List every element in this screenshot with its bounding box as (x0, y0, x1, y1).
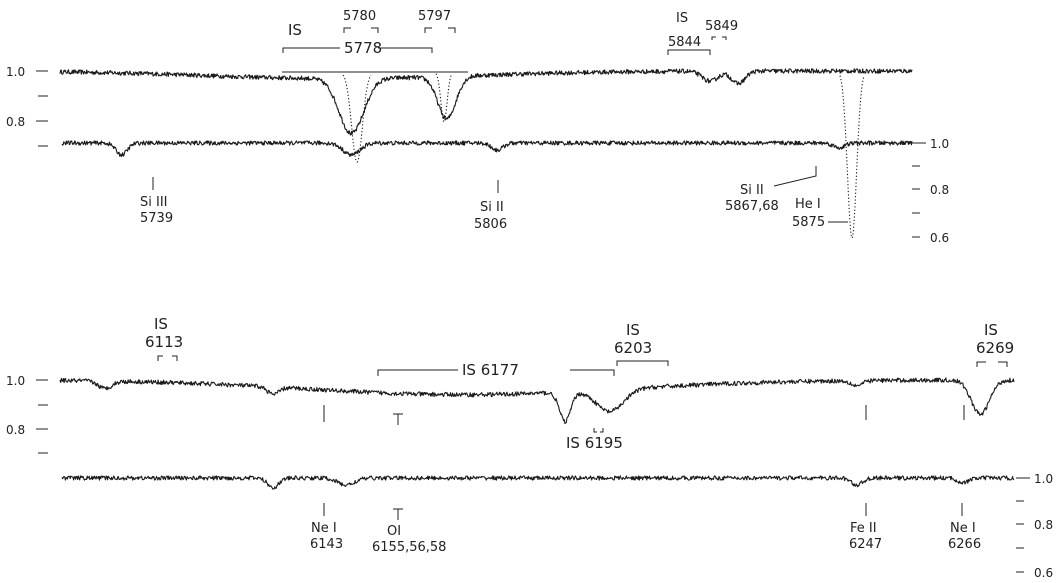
p1-5797-bracket: 5797 (418, 9, 456, 33)
panel-2-right-axis: 1.0 0.8 0.6 (1016, 472, 1053, 580)
panel-2: 1.0 0.8 1.0 0.8 0.6 IS 6113 (6, 315, 1053, 580)
p2-nei-6266-wavelength: 6266 (948, 537, 981, 552)
p2-feii-wavelength: 6247 (849, 537, 882, 552)
p1-left-tick-0.8: 0.8 (6, 115, 25, 129)
p2-upper-spectrum-trace (59, 377, 1015, 425)
p1-right-tick-0.6: 0.6 (930, 231, 949, 245)
p2-nei-6143-wavelength: 6143 (310, 537, 343, 552)
p1-5797-dotted-profile (435, 73, 453, 123)
p2-nei-6143-name: Ne I (311, 521, 337, 536)
p1-label-is-left: IS (288, 21, 302, 39)
panel-1: 1.0 0.8 1.0 0.8 0.6 (6, 9, 949, 245)
p2-oi-marker (393, 508, 403, 520)
p1-5844-bracket (667, 49, 711, 55)
p2-is6113-name: IS (154, 315, 168, 333)
p1-left-tick-1.0: 1.0 (6, 65, 25, 79)
p2-nei-6266-name: Ne I (950, 521, 976, 536)
p2-label-is6195: IS 6195 (566, 434, 623, 452)
p1-lower-spectrum-trace (61, 140, 913, 157)
p1-siii-5867-marker (773, 166, 817, 187)
p2-is6269-wavelength: 6269 (976, 339, 1014, 357)
p2-is6195-bracket (593, 428, 604, 433)
panel-1-right-axis: 1.0 0.8 0.6 (912, 137, 949, 245)
p2-is6203-name: IS (626, 321, 640, 339)
p1-siiii-wavelength: 5739 (140, 211, 173, 226)
p2-is6177-bracket: IS 6177 (377, 361, 615, 379)
p1-siiii-name: Si III (140, 195, 168, 210)
p1-hei-name: He I (795, 197, 821, 212)
p2-oi-wavelength: 6155,56,58 (372, 540, 446, 555)
p2-is6269-name: IS (984, 321, 998, 339)
p1-siii-name: Si II (480, 200, 504, 215)
p2-lower-spectrum-trace (61, 475, 1015, 490)
panel-1-left-axis: 1.0 0.8 (6, 65, 48, 147)
p2-is6113-bracket (157, 355, 178, 361)
p2-is6269-bracket (976, 361, 1008, 367)
p1-label-5797: 5797 (418, 9, 451, 24)
p1-hei-wavelength: 5875 (792, 215, 825, 230)
p2-right-tick-1.0: 1.0 (1034, 472, 1053, 486)
p2-label-is6177: IS 6177 (462, 361, 519, 379)
p1-siii-wavelength: 5806 (474, 217, 507, 232)
p2-oi-name: OI (387, 524, 401, 539)
p1-5780-bracket: 5780 (343, 9, 379, 33)
p2-right-tick-0.8: 0.8 (1034, 518, 1053, 532)
p1-label-5844: 5844 (668, 35, 701, 50)
p2-left-tick-1.0: 1.0 (6, 374, 25, 388)
p1-label-is-right: IS (676, 11, 688, 26)
p2-is6203-bracket (616, 360, 669, 366)
p1-label-5849: 5849 (705, 19, 738, 34)
p1-siii-5867-wavelength: 5867,68 (725, 199, 779, 214)
p1-label-5778: 5778 (344, 39, 382, 57)
p2-right-tick-0.6: 0.6 (1034, 566, 1053, 580)
p1-5778-bracket: 5778 (282, 39, 433, 57)
p1-label-5780: 5780 (343, 9, 376, 24)
p1-siii-5867-name: Si II (740, 183, 764, 198)
p1-right-tick-0.8: 0.8 (930, 183, 949, 197)
p1-hei-dotted-profile (839, 75, 865, 239)
panel-2-left-axis: 1.0 0.8 (6, 374, 48, 454)
p1-5849-bracket (711, 36, 727, 40)
p2-is6113-wavelength: 6113 (145, 333, 183, 351)
p1-upper-spectrum-trace (59, 68, 913, 136)
p2-upper-marker-6156 (393, 413, 403, 425)
p1-right-tick-1.0: 1.0 (930, 137, 949, 151)
p2-is6203-wavelength: 6203 (614, 339, 652, 357)
p1-5780-dotted-profile (342, 74, 372, 163)
p2-left-tick-0.8: 0.8 (6, 423, 25, 437)
p2-feii-name: Fe II (850, 521, 877, 536)
